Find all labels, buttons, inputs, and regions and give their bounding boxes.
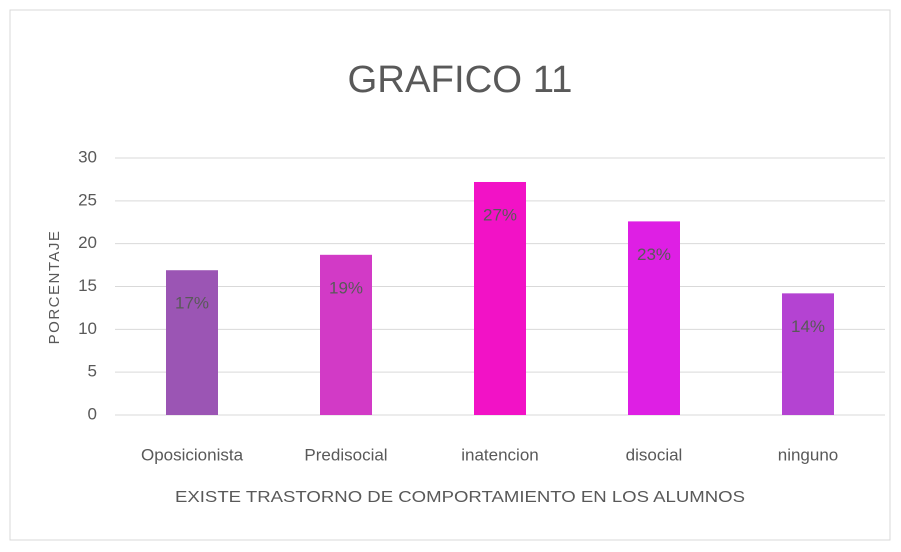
bar <box>166 270 218 415</box>
y-tick-label: 0 <box>88 404 97 423</box>
x-axis-title: EXISTE TRASTORNO DE COMPORTAMIENTO EN LO… <box>175 489 745 506</box>
data-label: 14% <box>791 317 825 336</box>
bar <box>628 221 680 415</box>
bar <box>782 293 834 415</box>
y-tick-label: 25 <box>78 190 97 209</box>
y-tick-label: 15 <box>78 276 97 295</box>
bar <box>474 181 526 415</box>
x-tick-label: Predisocial <box>304 445 387 464</box>
data-label: 27% <box>483 205 517 224</box>
data-label: 23% <box>637 245 671 264</box>
bar <box>320 254 372 415</box>
y-tick-label: 10 <box>78 319 97 338</box>
data-label: 17% <box>175 294 209 313</box>
y-tick-label: 20 <box>78 233 97 252</box>
x-tick-label: disocial <box>626 445 683 464</box>
x-tick-label: inatencion <box>461 445 539 464</box>
chart-frame <box>9 9 891 541</box>
data-label: 19% <box>329 278 363 297</box>
x-tick-label: ninguno <box>778 445 839 464</box>
y-tick-label: 5 <box>88 362 97 381</box>
chart-title: GRAFICO 11 <box>348 59 573 101</box>
x-tick-label: Oposicionista <box>141 445 244 464</box>
y-tick-label: 30 <box>78 147 97 166</box>
y-axis-title: PORCENTAJE <box>46 230 63 345</box>
